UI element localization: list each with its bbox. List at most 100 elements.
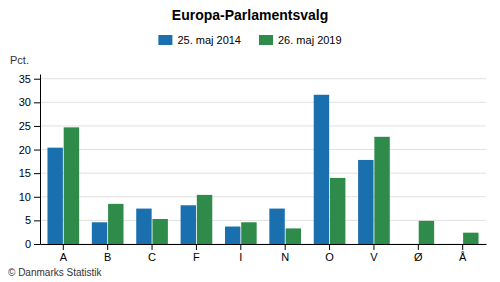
x-tick-label: V xyxy=(370,251,378,263)
x-tick-label: O xyxy=(325,251,334,263)
bar xyxy=(64,127,79,244)
y-tick-label: 5 xyxy=(25,214,31,226)
y-tick: 20 xyxy=(19,144,40,156)
y-tick: 15 xyxy=(19,167,40,179)
y-tick-label: 10 xyxy=(19,191,31,203)
bar xyxy=(402,244,417,245)
bar-series xyxy=(64,127,479,244)
x-tick: N xyxy=(281,244,289,263)
grid-line xyxy=(40,125,486,126)
bar xyxy=(225,227,240,244)
bar xyxy=(419,221,434,244)
x-tick-mark xyxy=(462,244,463,250)
x-tick-label: Å xyxy=(459,251,467,263)
x-tick: I xyxy=(239,244,242,263)
y-tick-mark xyxy=(34,126,40,127)
x-tick-mark xyxy=(63,244,64,250)
x-tick-label: Ø xyxy=(414,251,423,263)
y-tick: 25 xyxy=(19,120,40,132)
grid-line xyxy=(40,78,486,79)
bar xyxy=(47,148,62,244)
bar xyxy=(241,222,256,244)
bar xyxy=(286,228,301,244)
legend-label: 25. maj 2014 xyxy=(177,34,241,46)
x-tick-label: C xyxy=(148,251,156,263)
grid xyxy=(40,79,486,244)
y-axis: 0 5 10 15 20 25 30 35 xyxy=(19,73,41,250)
grid-line xyxy=(40,149,486,150)
bar xyxy=(181,205,196,244)
x-tick: Ø xyxy=(414,244,423,263)
y-tick: 35 xyxy=(19,73,40,85)
y-tick-label: 15 xyxy=(19,167,31,179)
bar xyxy=(447,244,462,245)
x-tick-mark xyxy=(196,244,197,250)
bar xyxy=(314,95,329,244)
y-tick-label: 20 xyxy=(19,144,31,156)
x-tick: V xyxy=(370,244,378,263)
y-tick: 0 xyxy=(25,238,40,250)
x-tick-mark xyxy=(329,244,330,250)
bar-series xyxy=(47,95,373,244)
grid-line xyxy=(40,196,486,197)
y-tick: 10 xyxy=(19,191,40,203)
x-tick-label: A xyxy=(60,251,68,263)
x-tick: C xyxy=(148,244,156,263)
y-tick-label: 35 xyxy=(19,73,31,85)
bar xyxy=(358,160,373,244)
legend-swatch xyxy=(259,35,273,45)
title: Europa-Parlamentsvalg xyxy=(172,7,328,23)
y-axis-title: Pct. xyxy=(10,54,29,66)
bar xyxy=(197,195,212,244)
x-axis: ABCFINOVØÅ xyxy=(41,244,487,263)
legend-item: 26. maj 2019 xyxy=(259,34,342,46)
x-tick: O xyxy=(325,244,334,263)
grid-line xyxy=(40,220,486,221)
y-tick: 5 xyxy=(25,214,40,226)
y-tick-mark xyxy=(34,244,40,245)
y-tick-mark xyxy=(34,220,40,221)
y-tick-mark xyxy=(34,102,40,103)
bar xyxy=(463,233,478,244)
x-tick: F xyxy=(193,244,200,263)
x-tick-label: F xyxy=(193,251,200,263)
y-tick-mark xyxy=(34,197,40,198)
legend-item: 25. maj 2014 xyxy=(158,34,241,46)
y-tick-mark xyxy=(34,173,40,174)
x-tick: B xyxy=(104,244,111,263)
x-tick-mark xyxy=(152,244,153,250)
legend-label: 26. maj 2019 xyxy=(278,34,342,46)
bar xyxy=(92,222,107,244)
bar xyxy=(108,204,123,244)
x-tick-mark xyxy=(107,244,108,250)
y-tick-label: 0 xyxy=(25,238,31,250)
x-tick-label: B xyxy=(104,251,111,263)
bar xyxy=(136,209,151,244)
y-tick: 30 xyxy=(19,96,40,108)
chart: Europa-Parlamentsvalg 0 5 10 15 20 25 30 35 A B C F I… xyxy=(0,0,500,282)
bar xyxy=(152,219,167,244)
x-tick-mark xyxy=(373,244,374,250)
legend-swatch xyxy=(158,35,172,45)
bar xyxy=(374,137,389,244)
x-tick: A xyxy=(60,244,68,263)
y-axis-line xyxy=(40,75,41,245)
y-tick-label: 25 xyxy=(19,120,31,132)
bars xyxy=(47,95,478,244)
x-tick-mark xyxy=(418,244,419,250)
x-tick-mark xyxy=(240,244,241,250)
bar xyxy=(269,209,284,244)
grid-line xyxy=(40,173,486,174)
y-tick-mark xyxy=(34,150,40,151)
x-tick-mark xyxy=(285,244,286,250)
footer: © Danmarks Statistik xyxy=(8,267,103,278)
bar xyxy=(330,178,345,244)
y-tick-label: 30 xyxy=(19,96,31,108)
grid-line xyxy=(40,102,486,103)
y-tick-mark xyxy=(34,79,40,80)
x-tick-label: N xyxy=(281,251,289,263)
x-tick: Å xyxy=(459,244,467,263)
x-tick-label: I xyxy=(239,251,242,263)
plot: 0 5 10 15 20 25 30 35 A B C F I N O V Ø Å xyxy=(19,73,487,263)
legend: 25. maj 2014 26. maj 2019 xyxy=(158,34,341,46)
